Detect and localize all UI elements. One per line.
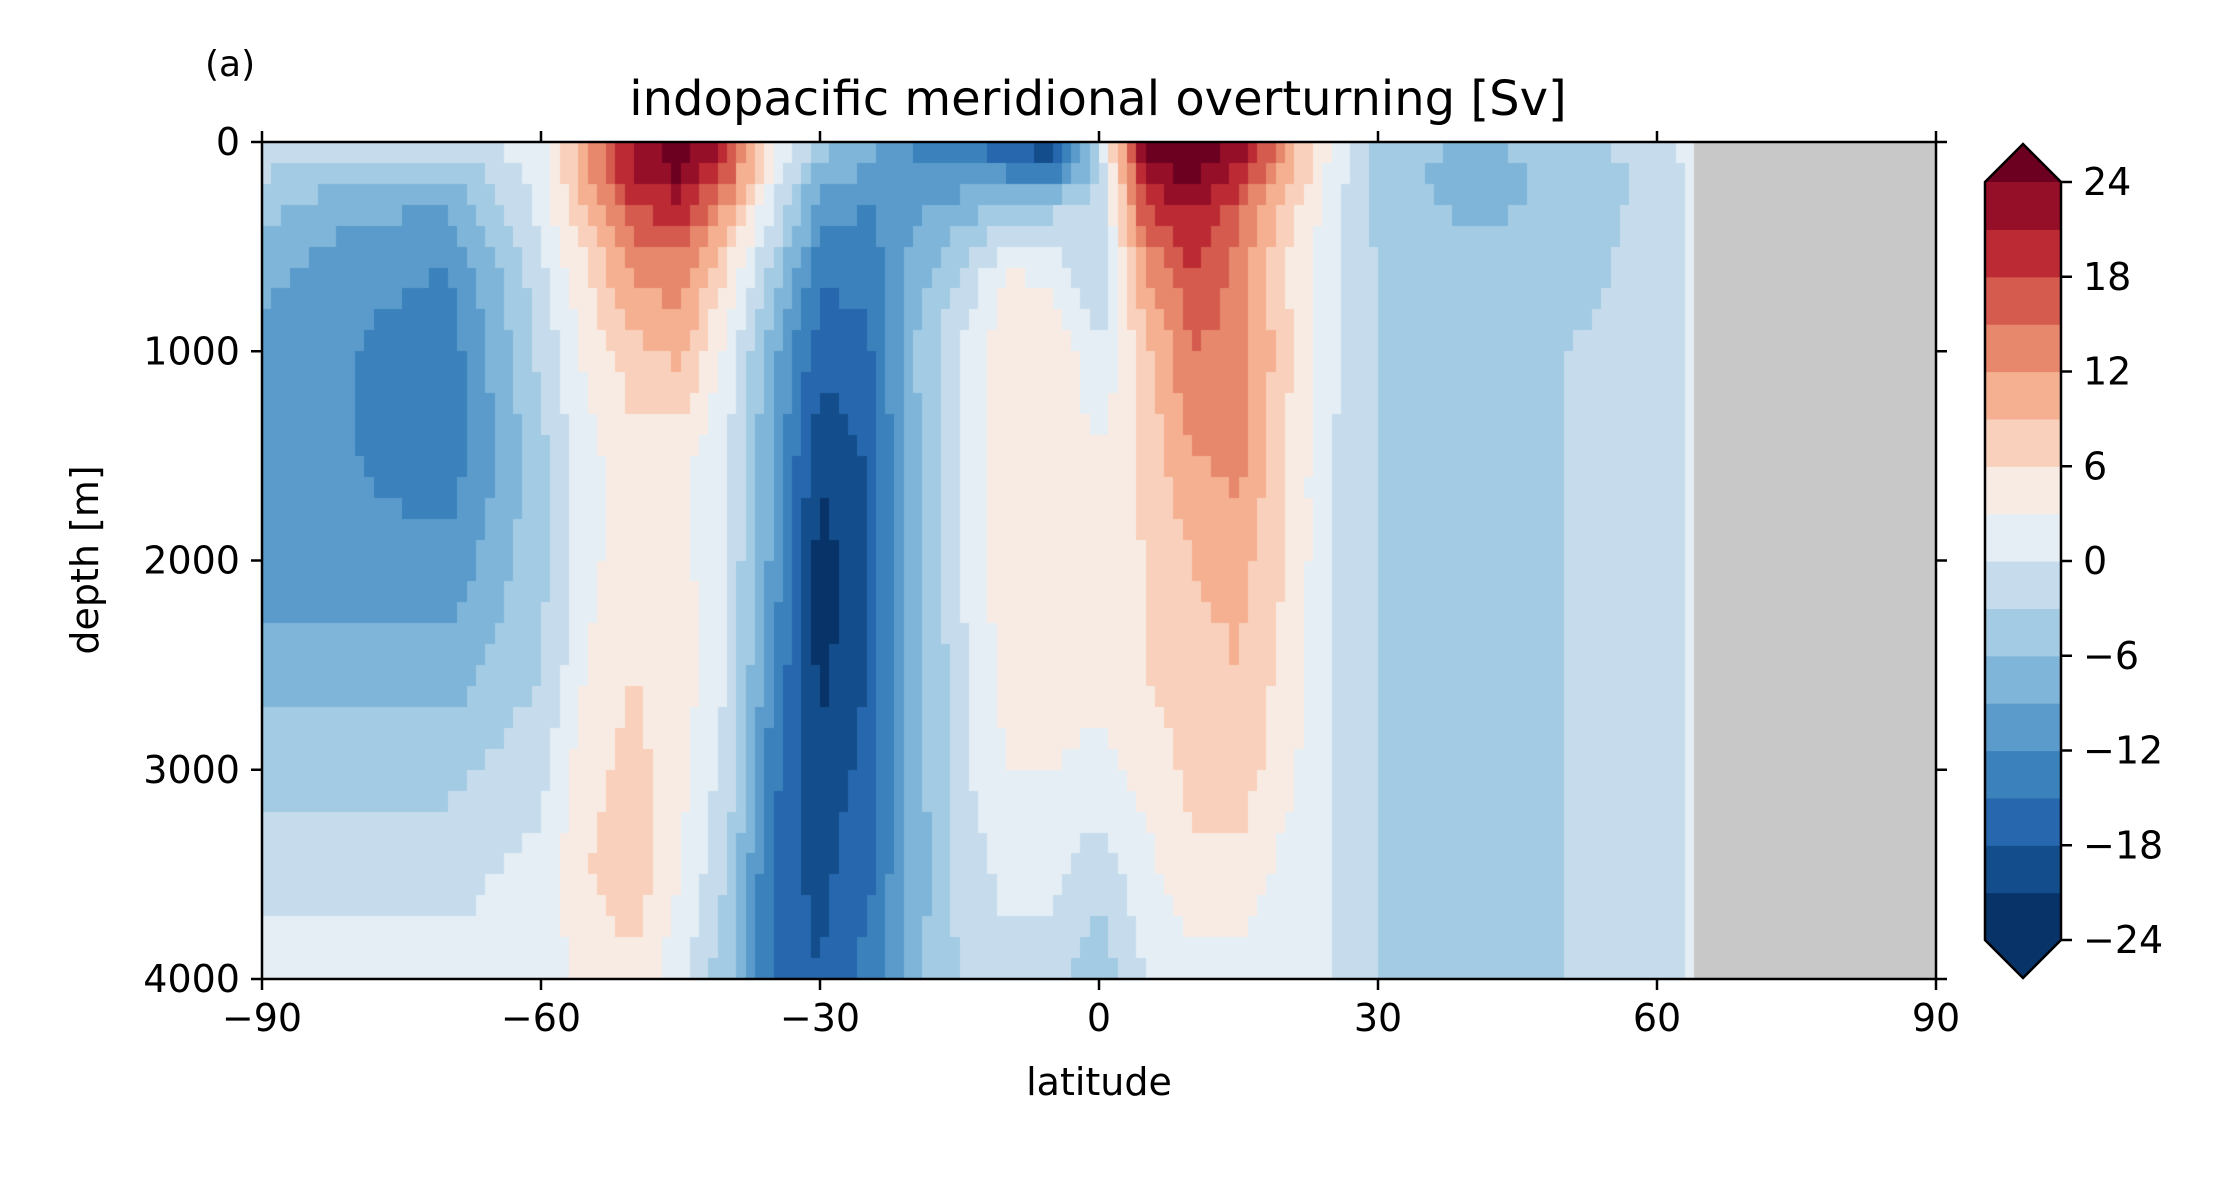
colorbar-segment [1985,561,2061,609]
colorbar-segment [1985,797,2061,846]
heatmap-plot-area [262,142,1936,979]
colorbar-segment [1985,418,2061,467]
colorbar-segment [1985,276,2061,325]
x-axis-label: latitude [1026,1060,1172,1104]
colorbar-segment [1985,324,2061,373]
colorbar-tick-label: 0 [2083,539,2107,583]
colorbar-segment [1985,845,2061,894]
x-tick-label: −30 [780,996,860,1040]
y-tick-label: 3000 [143,748,240,792]
x-axis: −90 −60 −30 0 30 60 90 [222,131,1960,1040]
panel-label: (a) [205,44,255,85]
x-tick-label: 60 [1633,996,1681,1040]
colorbar-segment [1985,513,2061,562]
colorbar-tick-label: 18 [2083,255,2131,299]
y-tick-label: 1000 [143,329,240,373]
y-tick-label: 4000 [143,957,240,1001]
colorbar-extend-max [1985,144,2061,182]
colorbar-segment [1985,371,2061,420]
colorbar-segment [1985,608,2061,657]
colorbar-tick-label: 12 [2083,350,2131,394]
chart-title: indopacific meridional overturning [Sv] [629,71,1566,127]
colorbar: 24 18 12 6 0 −6 −12 −18 −24 [1983,142,2163,980]
x-tick-label: 90 [1912,996,1960,1040]
y-tick-label: 0 [216,120,240,164]
x-tick-label: 0 [1087,996,1111,1040]
colorbar-extend-min [1985,940,2061,978]
y-axis-label: depth [m] [63,465,107,654]
y-tick-label: 2000 [143,539,240,583]
colorbar-tick-label: −18 [2083,823,2163,867]
x-tick-label: −90 [222,996,302,1040]
colorbar-segment [1985,182,2061,230]
x-tick-label: 30 [1354,996,1402,1040]
heatmap-image [262,142,1936,979]
colorbar-segment [1985,466,2061,515]
colorbar-tick-label: 24 [2083,160,2131,204]
x-tick-label: −60 [501,996,581,1040]
colorbar-tick-label: −24 [2083,918,2163,962]
y-axis: 0 1000 2000 3000 4000 [143,120,1947,1001]
colorbar-tick-label: 6 [2083,444,2107,488]
colorbar-tick-label: −12 [2083,729,2163,773]
colorbar-segment [1985,750,2061,799]
colorbar-segment [1985,229,2061,278]
colorbar-segment [1985,892,2061,941]
colorbar-segment [1985,703,2061,752]
colorbar-segment [1985,655,2061,704]
colorbar-tick-label: −6 [2083,634,2139,678]
